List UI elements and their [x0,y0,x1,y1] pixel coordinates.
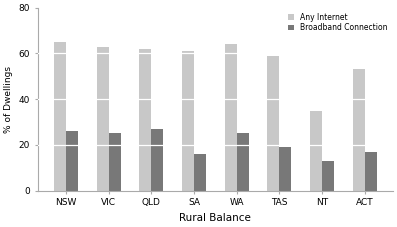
Bar [139,49,151,191]
Bar [237,133,249,191]
Bar [182,51,194,191]
Bar [109,133,121,191]
Bar [151,129,163,191]
X-axis label: Rural Balance: Rural Balance [179,213,251,223]
Bar [322,161,334,191]
Bar [279,147,291,191]
Bar [268,56,279,191]
Bar [97,47,109,191]
Bar [194,154,206,191]
Bar [225,44,237,191]
Bar [365,152,377,191]
Bar [310,111,322,191]
Bar [54,42,66,191]
Legend: Any Internet, Broadband Connection: Any Internet, Broadband Connection [286,12,389,34]
Bar [66,131,78,191]
Y-axis label: % of Dwellings: % of Dwellings [4,66,13,133]
Bar [353,69,365,191]
